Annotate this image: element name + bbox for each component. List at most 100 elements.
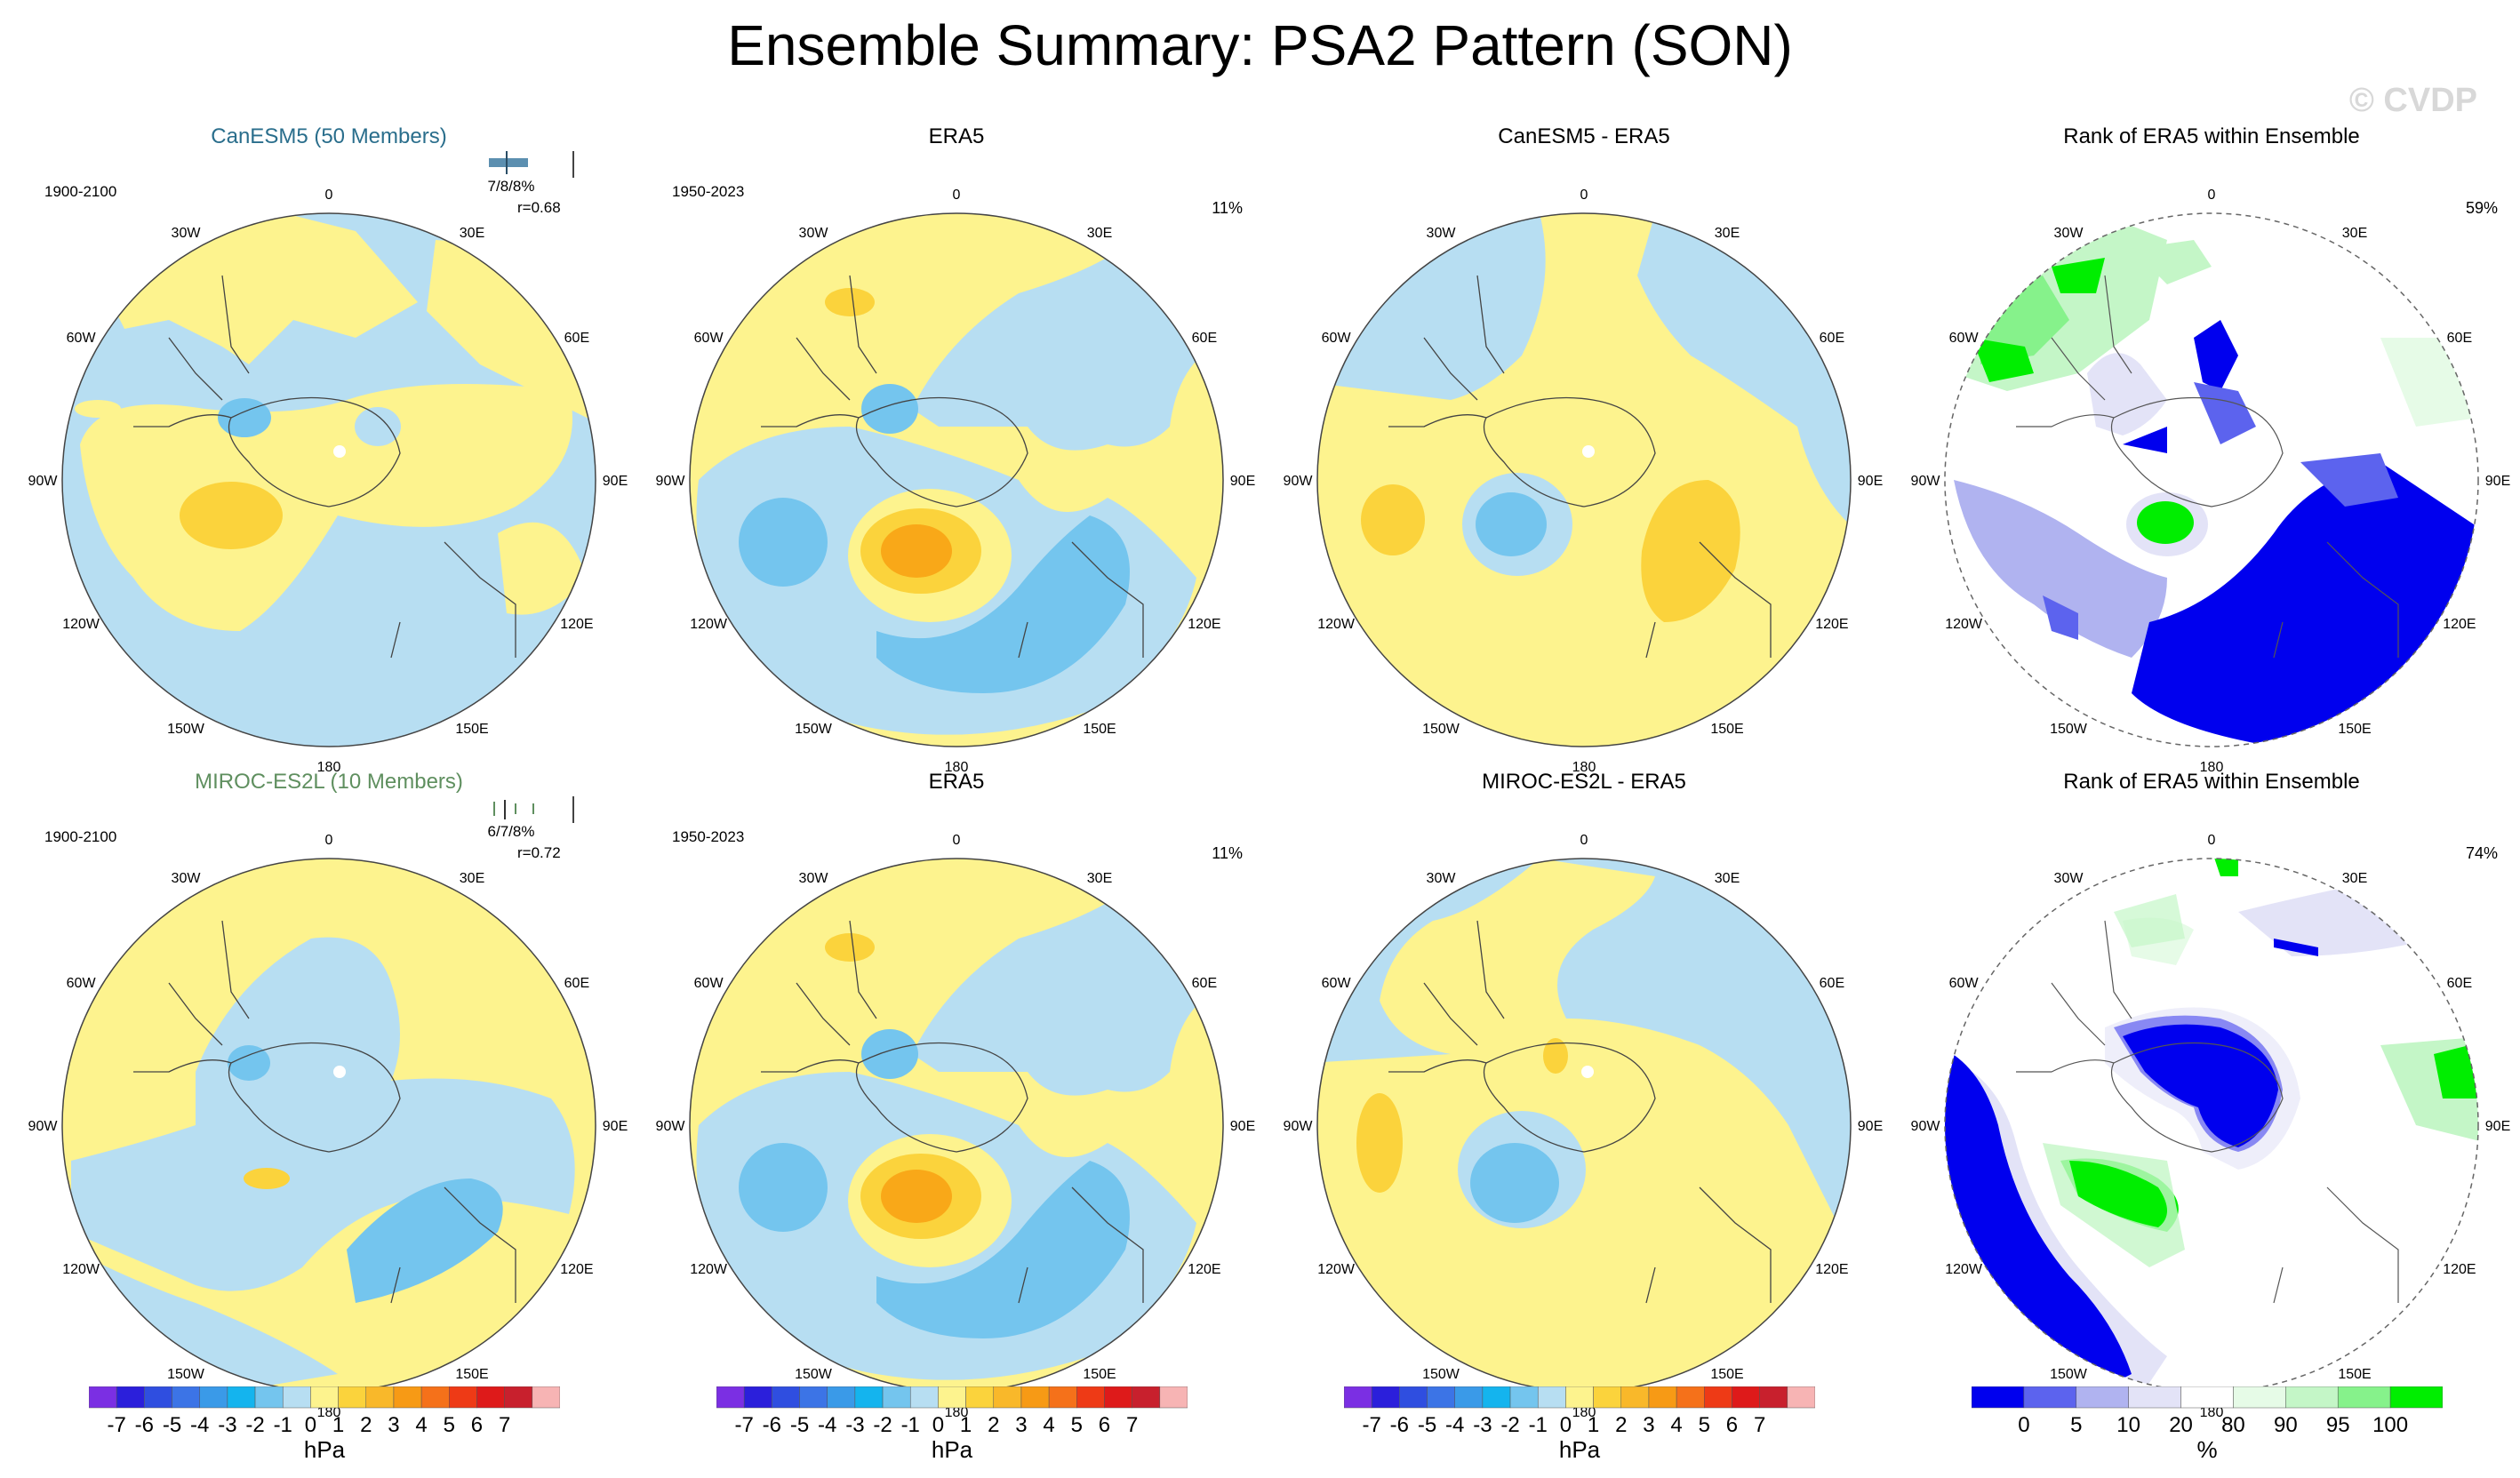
colorbar-swatch bbox=[2128, 1386, 2181, 1409]
panel-title: CanESM5 (50 Members) bbox=[211, 124, 447, 148]
colorbar-swatch bbox=[2023, 1386, 2077, 1409]
lon-label-150e: 150E bbox=[1083, 722, 1116, 737]
colorbar-swatches bbox=[1971, 1386, 2444, 1409]
colorbar-swatch bbox=[1537, 1386, 1566, 1409]
lon-label-60e: 60E bbox=[1192, 331, 1217, 346]
lon-label-120w: 120W bbox=[690, 617, 728, 632]
lon-label-150e: 150E bbox=[1710, 1367, 1743, 1382]
colorbar-tick-label: 5 bbox=[2070, 1413, 2083, 1437]
colorbar-unit: hPa bbox=[303, 1436, 346, 1463]
colorbar-tick-label: 2 bbox=[1615, 1413, 1628, 1437]
spread-label: 6/7/8% bbox=[487, 823, 535, 840]
lon-label-120w: 120W bbox=[62, 1262, 100, 1277]
longitude-labels: 0 30E 60E 90E 120E 150E 180 150W 120W 90W 60W 30W bbox=[28, 833, 628, 1420]
lon-label-90w: 90W bbox=[1911, 1119, 1941, 1134]
lon-label-120e: 120E bbox=[1188, 1262, 1220, 1277]
lon-label-180: 180 bbox=[945, 1405, 969, 1420]
panel-rank-2: Rank of ERA5 within Ensemble 74% bbox=[1900, 770, 2520, 1427]
map-canesm5: 0 30E 60E 90E 120E 150E 180 150W 120W 90W 60W 30W bbox=[28, 188, 628, 775]
colorbar-swatch bbox=[1759, 1386, 1788, 1409]
colorbar-swatch bbox=[420, 1386, 450, 1409]
lon-label-120w: 120W bbox=[1317, 617, 1356, 632]
lon-label-150w: 150W bbox=[2050, 1367, 2088, 1382]
colorbar-tick-label: 4 bbox=[1670, 1413, 1683, 1437]
colorbar-tick-label: 20 bbox=[2169, 1413, 2193, 1437]
lon-label-60w: 60W bbox=[1949, 976, 1980, 991]
lon-label-60w: 60W bbox=[1949, 331, 1980, 346]
lon-label-0: 0 bbox=[2208, 833, 2216, 848]
colorbar-tick-label: 6 bbox=[1098, 1413, 1111, 1437]
colorbar-unit: hPa bbox=[1558, 1436, 1601, 1463]
lon-label-180: 180 bbox=[1572, 760, 1596, 775]
colorbar-swatch bbox=[1343, 1386, 1372, 1409]
lon-label-150w: 150W bbox=[167, 722, 205, 737]
panel-title: MIROC-ES2L (10 Members) bbox=[195, 770, 463, 794]
longitude-labels: 0 30E 60E 90E 120E 150E 180 150W 120W 90W 60W 30W bbox=[1911, 188, 2511, 775]
lon-label-90e: 90E bbox=[1230, 474, 1255, 489]
colorbar-tick-label: -2 bbox=[245, 1413, 265, 1437]
lon-label-30e: 30E bbox=[2342, 226, 2367, 241]
longitude-labels: 0 30E 60E 90E 120E 150E 180 150W 120W 90W 60W 30W bbox=[656, 188, 1256, 775]
lon-label-150e: 150E bbox=[2338, 1367, 2371, 1382]
lon-label-60w: 60W bbox=[694, 976, 724, 991]
colorbar-tick-label: 0 bbox=[932, 1413, 945, 1437]
colorbar-tick-label: -3 bbox=[218, 1413, 237, 1437]
colorbar-swatch bbox=[2337, 1386, 2391, 1409]
colorbar-hpa-3: -7 -6 -5 -4 -3 -2 -1 0 1 2 3 4 5 6 7 hPa bbox=[1343, 1386, 1816, 1475]
panel-title: CanESM5 - ERA5 bbox=[1498, 124, 1670, 148]
panel-miroc: MIROC-ES2L (10 Members) 1900-2100 6/7/8%… bbox=[18, 770, 640, 1427]
colorbar-swatch bbox=[365, 1386, 395, 1409]
lon-label-120w: 120W bbox=[690, 1262, 728, 1277]
panel-canesm5: CanESM5 (50 Members) 1900-2100 7/8/8% r=… bbox=[18, 124, 640, 782]
lon-label-90e: 90E bbox=[1230, 1119, 1255, 1134]
lon-label-60e: 60E bbox=[1820, 976, 1844, 991]
map-rank-2: 0 30E 60E 90E 120E 150E 180 150W 120W 90W 60W 30W bbox=[1911, 833, 2511, 1420]
lon-label-120e: 120E bbox=[2443, 1262, 2476, 1277]
colorbar-swatch bbox=[1132, 1386, 1161, 1409]
period-label: 1900-2100 bbox=[44, 828, 117, 845]
colorbar-tick-label: 90 bbox=[2273, 1413, 2298, 1437]
lon-label-150e: 150E bbox=[455, 1367, 488, 1382]
lon-label-90w: 90W bbox=[1284, 474, 1314, 489]
lon-label-30w: 30W bbox=[172, 871, 202, 886]
lon-label-0: 0 bbox=[1580, 833, 1588, 848]
lon-label-90w: 90W bbox=[1284, 1119, 1314, 1134]
colorbar-tick-label: -6 bbox=[134, 1413, 155, 1437]
lon-label-60e: 60E bbox=[1192, 976, 1217, 991]
lon-label-120e: 120E bbox=[560, 1262, 593, 1277]
lon-label-150e: 150E bbox=[1083, 1367, 1116, 1382]
colorbar-tick-label: 7 bbox=[1125, 1413, 1139, 1437]
colorbar-swatches bbox=[88, 1386, 561, 1409]
colorbar-swatch bbox=[1048, 1386, 1077, 1409]
panel-era5-2: ERA5 1950-2023 11% 0 30E 60E 90E 120E 150E 180… bbox=[645, 770, 1268, 1427]
period-label: 1950-2023 bbox=[672, 183, 745, 200]
lon-label-180: 180 bbox=[2200, 760, 2224, 775]
lon-label-180: 180 bbox=[317, 1405, 341, 1420]
colorbar-swatch bbox=[310, 1386, 339, 1409]
colorbar-swatch bbox=[1104, 1386, 1132, 1409]
colorbar-swatch bbox=[2233, 1386, 2286, 1409]
period-label: 1950-2023 bbox=[672, 828, 745, 845]
colorbar-swatch bbox=[2076, 1386, 2129, 1409]
colorbar-tick-label: 2 bbox=[360, 1413, 372, 1437]
lon-label-30w: 30W bbox=[2054, 871, 2084, 886]
lon-label-30e: 30E bbox=[460, 226, 484, 241]
colorbar-swatch bbox=[938, 1386, 966, 1409]
colorbar-swatches bbox=[1343, 1386, 1816, 1409]
colorbar-swatch bbox=[199, 1386, 228, 1409]
colorbar-swatch bbox=[909, 1386, 939, 1409]
lon-label-30e: 30E bbox=[2342, 871, 2367, 886]
lon-label-150w: 150W bbox=[795, 1367, 833, 1382]
lon-label-120w: 120W bbox=[1317, 1262, 1356, 1277]
panel-era5-1: ERA5 1950-2023 11% 0 30E 60E 90E 120E 150E 180… bbox=[645, 124, 1268, 782]
colorbar-tick-label: -6 bbox=[762, 1413, 782, 1437]
lon-label-90w: 90W bbox=[1911, 474, 1941, 489]
panel-title: Rank of ERA5 within Ensemble bbox=[2063, 770, 2360, 794]
lon-label-60e: 60E bbox=[564, 331, 589, 346]
lon-label-60w: 60W bbox=[67, 331, 97, 346]
lon-label-90e: 90E bbox=[1858, 1119, 1883, 1134]
colorbar-tick-label: -1 bbox=[273, 1413, 292, 1437]
colorbar-swatch bbox=[799, 1386, 828, 1409]
longitude-labels: 0 30E 60E 90E 120E 150E 180 150W 120W 90W 60W 30W bbox=[28, 188, 628, 775]
colorbar-rank: 0 5 10 20 80 90 95 100% bbox=[1971, 1386, 2444, 1475]
